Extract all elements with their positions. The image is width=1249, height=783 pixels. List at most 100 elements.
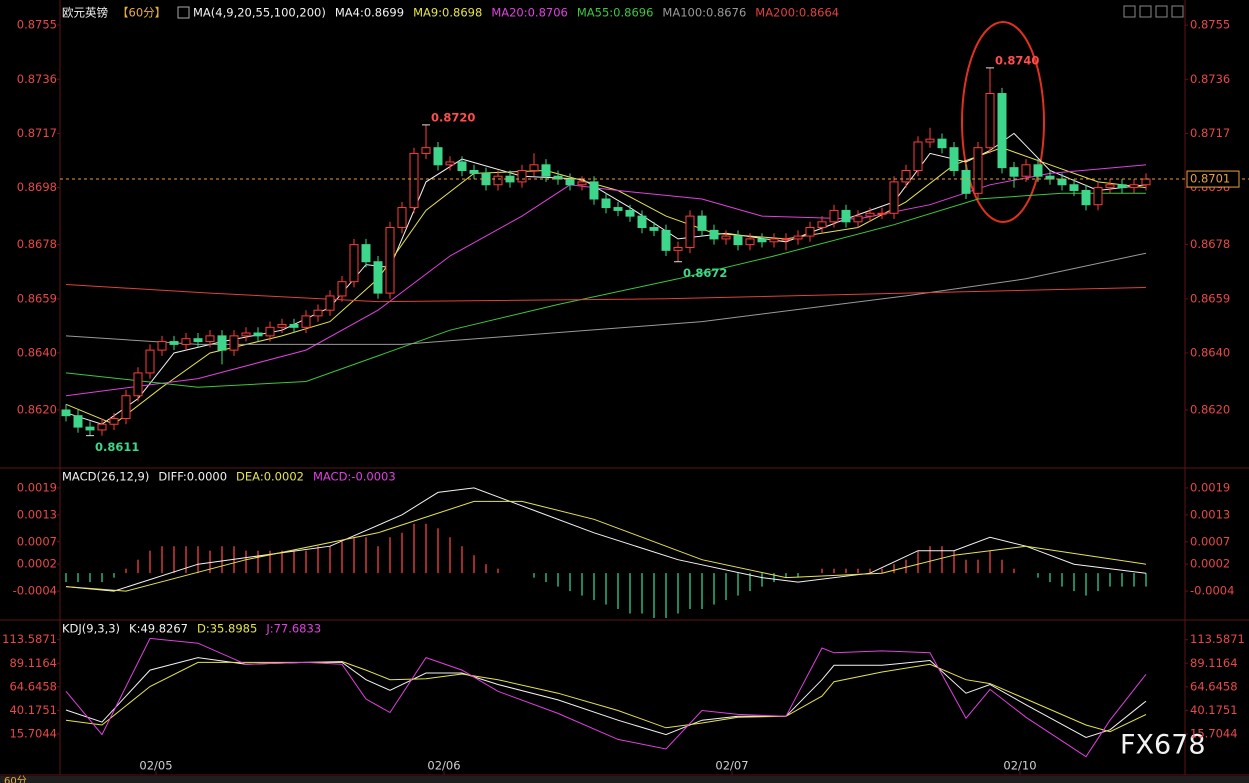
y-tick-label: 64.6458	[9, 679, 57, 693]
series-line	[65, 284, 1147, 303]
legend-item: MA100:0.8676	[662, 6, 746, 20]
toolbar-item[interactable]: 60分	[4, 775, 27, 783]
legend-item: DEA:0.0002	[236, 470, 304, 484]
y-tick-label: 0.0002	[1190, 557, 1230, 571]
candle-body	[265, 326, 275, 337]
y-tick-label: 0.8736	[1190, 72, 1230, 86]
toolbar	[0, 776, 1249, 783]
y-tick-label: 0.8736	[17, 72, 57, 86]
candle-body	[925, 138, 935, 143]
y-tick-label: 0.8717	[1190, 126, 1230, 140]
candle-body	[841, 209, 851, 223]
candle-body	[709, 229, 719, 240]
candle-body	[1033, 164, 1043, 177]
candle-body	[733, 235, 743, 246]
candle-body	[277, 323, 287, 328]
candle-body	[121, 395, 131, 420]
candle-body	[373, 261, 383, 294]
candle-body	[253, 332, 263, 337]
candle-body	[637, 215, 647, 229]
candle-body	[109, 418, 119, 425]
y-tick-label: -0.0004	[1190, 584, 1234, 598]
x-tick-label: 02/07	[715, 759, 748, 773]
candle-body	[853, 215, 863, 223]
series-line	[65, 192, 1146, 388]
candle-body	[961, 170, 971, 194]
y-tick-label: 89.1164	[1190, 656, 1238, 670]
candle-body	[1117, 184, 1127, 189]
y-tick-label: 0.8698	[17, 180, 57, 194]
annotation-label: 0.8672	[683, 266, 727, 280]
icon[interactable]	[1123, 5, 1136, 18]
candle-body	[229, 335, 239, 351]
candle-body	[169, 341, 179, 345]
candle-body	[877, 212, 887, 215]
candle-body	[205, 335, 215, 343]
annotation-label: 0.8611	[95, 440, 139, 454]
candle-body	[613, 207, 623, 211]
x-tick-label: 02/10	[1003, 759, 1036, 773]
candle-body	[193, 338, 203, 343]
candle-body	[805, 227, 815, 237]
candle-body	[1069, 184, 1079, 191]
legend-item: KDJ(9,3,3)	[62, 622, 120, 636]
y-tick-label: 0.8620	[1190, 402, 1230, 416]
candle-body	[913, 141, 923, 172]
annotation-label: 0.8740	[995, 53, 1039, 67]
candle-body	[421, 147, 431, 154]
legend-item: J:77.6833	[265, 622, 321, 636]
last-price-box	[1186, 170, 1240, 188]
y-tick-label: 113.5871	[1190, 632, 1245, 646]
legend-item: 【60分】	[117, 6, 166, 20]
candle-body	[781, 238, 791, 241]
y-tick-label: 0.8678	[17, 237, 57, 251]
candle-body	[1129, 184, 1139, 189]
candle-body	[793, 235, 803, 240]
legend-item: MACD(26,12,9)	[62, 470, 149, 484]
y-tick-label: 40.1751	[9, 703, 57, 717]
candle-body	[949, 147, 959, 172]
candle-body	[517, 170, 527, 183]
x-tick-label: 02/06	[427, 759, 460, 773]
y-tick-label: 0.8659	[17, 291, 57, 305]
legend-item: MA200:0.8664	[755, 6, 839, 20]
candle-body	[445, 161, 455, 166]
y-tick-label: 0.8640	[1190, 345, 1230, 359]
candle-body	[493, 175, 503, 186]
candle-body	[973, 147, 983, 194]
candle-body	[745, 238, 755, 246]
highlight-ellipse	[961, 21, 1045, 223]
candle-body	[217, 335, 227, 351]
series-line	[65, 660, 1147, 733]
candle-body	[61, 409, 71, 417]
y-tick-label: 0.8755	[1190, 18, 1230, 32]
candle-body	[697, 215, 707, 231]
y-tick-label: 15.7044	[9, 726, 57, 740]
candle-body	[817, 221, 827, 229]
series-line	[65, 637, 1147, 758]
y-tick-label: 40.1751	[1190, 703, 1238, 717]
candle-body	[73, 415, 83, 428]
legend-item: MA9:0.8698	[413, 6, 482, 20]
legend-item: MA20:0.8706	[491, 6, 568, 20]
legend-item: MACD:-0.0003	[313, 470, 396, 484]
candle-body	[589, 181, 599, 200]
annotation-label: 0.8720	[431, 110, 475, 124]
candle-body	[721, 235, 731, 240]
candle-body	[685, 215, 695, 248]
candle-body	[457, 161, 467, 172]
candle-body	[361, 244, 371, 263]
candle-body	[469, 170, 479, 174]
series-line	[65, 487, 1147, 592]
icon[interactable]	[1139, 5, 1152, 18]
candle-body	[769, 238, 779, 243]
window-icons[interactable]	[1123, 5, 1184, 18]
candle-body	[673, 246, 683, 251]
candle-body	[289, 323, 299, 328]
candle-body	[301, 315, 311, 328]
icon[interactable]	[1171, 5, 1184, 18]
icon[interactable]	[1155, 5, 1168, 18]
last-price-label: 0.8701	[1190, 172, 1230, 186]
